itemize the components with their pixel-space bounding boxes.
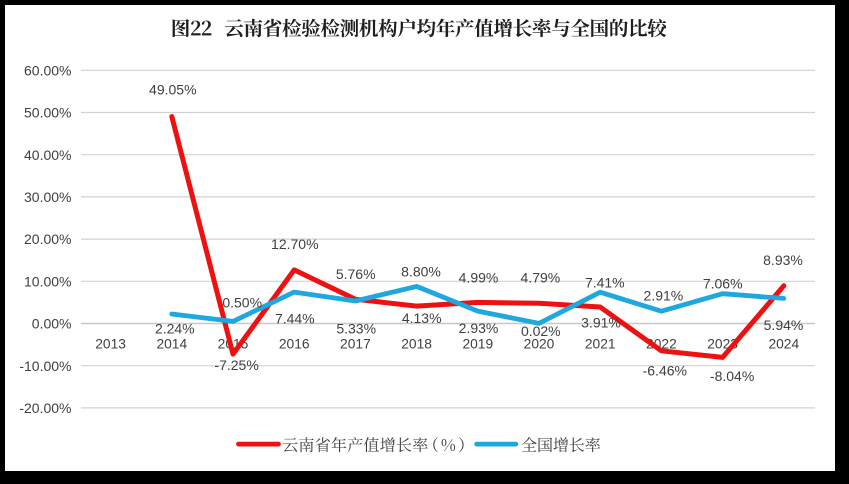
svg-text:2.24%: 2.24%: [155, 321, 195, 337]
svg-text:2017: 2017: [340, 336, 371, 351]
svg-text:0.50%: 0.50%: [222, 295, 262, 311]
svg-text:7.06%: 7.06%: [703, 276, 743, 292]
svg-text:7.41%: 7.41%: [585, 275, 625, 291]
svg-text:5.94%: 5.94%: [764, 317, 804, 333]
svg-text:-6.46%: -6.46%: [643, 362, 687, 378]
svg-text:49.05%: 49.05%: [149, 82, 196, 98]
svg-text:-20.00%: -20.00%: [19, 400, 71, 416]
svg-text:-7.25%: -7.25%: [214, 357, 258, 373]
svg-text:2014: 2014: [156, 336, 187, 351]
svg-text:20.00%: 20.00%: [24, 231, 71, 247]
svg-text:2.93%: 2.93%: [459, 320, 499, 336]
svg-text:50.00%: 50.00%: [24, 105, 71, 121]
svg-text:30.00%: 30.00%: [24, 189, 71, 205]
svg-text:7.44%: 7.44%: [275, 310, 315, 326]
svg-text:2018: 2018: [401, 336, 432, 351]
svg-text:2013: 2013: [95, 336, 126, 351]
svg-text:2020: 2020: [524, 336, 555, 351]
svg-text:8.80%: 8.80%: [401, 264, 441, 280]
svg-text:12.70%: 12.70%: [271, 236, 318, 252]
svg-text:2024: 2024: [768, 336, 799, 351]
svg-text:0.02%: 0.02%: [521, 323, 561, 339]
svg-text:4.99%: 4.99%: [459, 270, 499, 286]
svg-text:0.00%: 0.00%: [32, 316, 72, 332]
svg-text:-10.00%: -10.00%: [19, 358, 71, 374]
svg-text:4.13%: 4.13%: [402, 310, 442, 326]
svg-text:60.00%: 60.00%: [24, 62, 71, 78]
svg-text:2.91%: 2.91%: [644, 288, 684, 304]
svg-text:10.00%: 10.00%: [24, 273, 71, 289]
svg-text:5.33%: 5.33%: [336, 321, 376, 337]
svg-text:2021: 2021: [585, 336, 616, 351]
svg-text:40.00%: 40.00%: [24, 147, 71, 163]
svg-text:2016: 2016: [279, 336, 310, 351]
svg-text:8.93%: 8.93%: [763, 252, 803, 268]
svg-text:4.79%: 4.79%: [521, 270, 561, 286]
svg-text:5.76%: 5.76%: [336, 266, 376, 282]
svg-text:-8.04%: -8.04%: [710, 368, 754, 384]
svg-text:2019: 2019: [462, 336, 493, 351]
svg-text:3.91%: 3.91%: [581, 315, 621, 331]
